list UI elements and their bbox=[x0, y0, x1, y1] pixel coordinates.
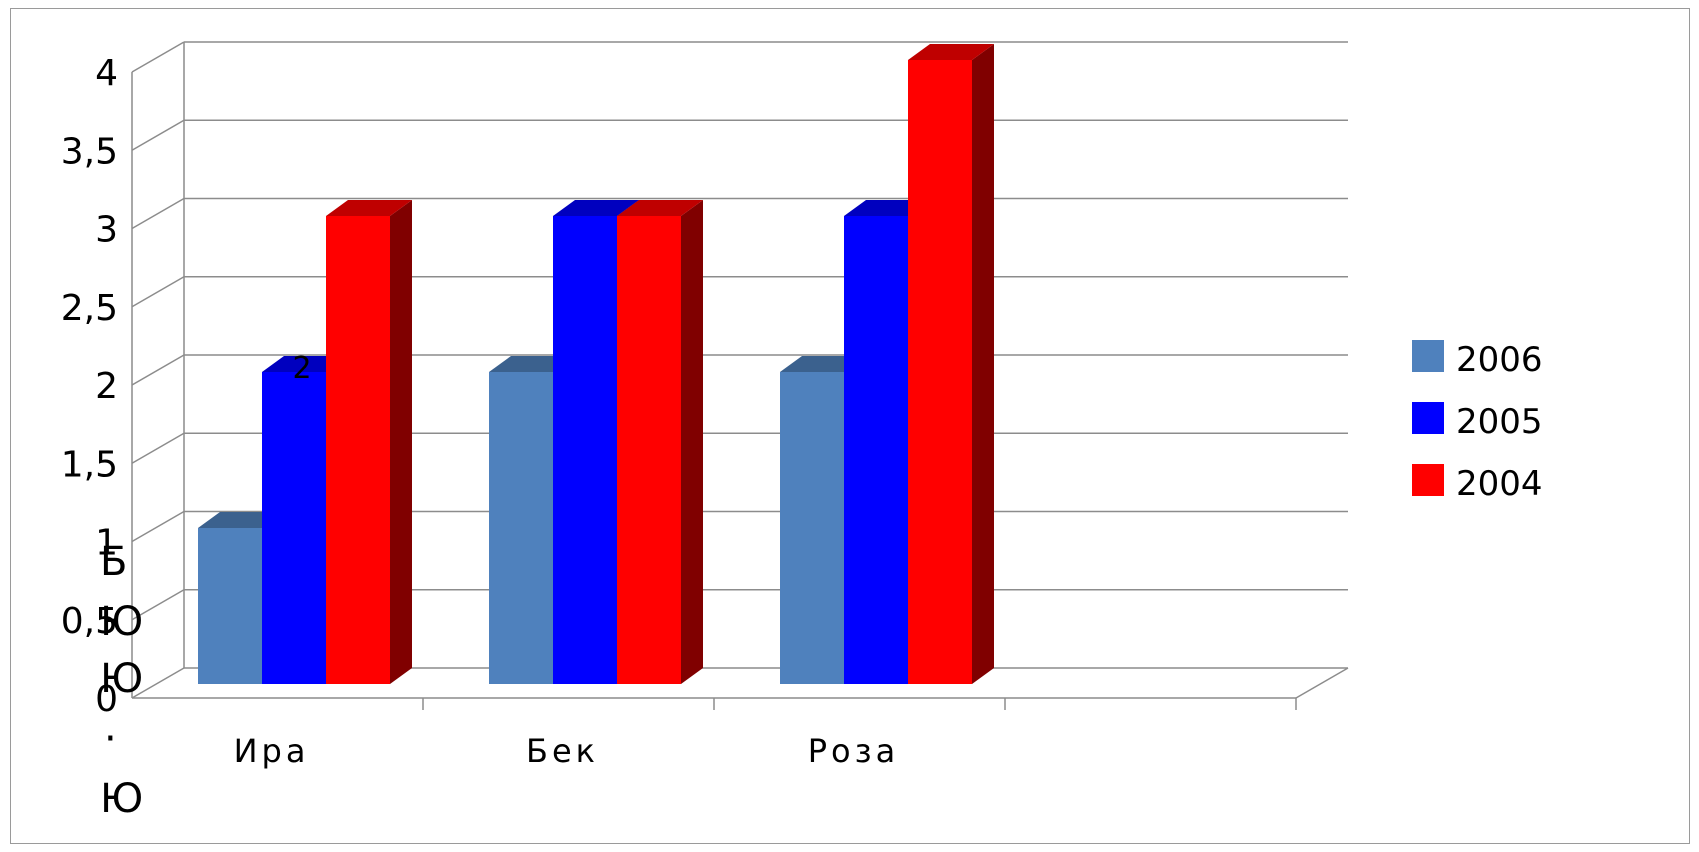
bar-2004-Бек bbox=[617, 200, 703, 684]
gridline-side bbox=[131, 197, 185, 230]
bar-2004-Ира bbox=[326, 200, 412, 684]
gridline-side bbox=[131, 354, 185, 386]
legend-label: 2004 bbox=[1456, 464, 1543, 504]
y-tick-label: 3,5 bbox=[61, 131, 118, 172]
axes bbox=[131, 42, 1349, 710]
bar-front bbox=[489, 372, 553, 684]
legend-swatch bbox=[1412, 402, 1444, 434]
x-tick-label: Ира bbox=[234, 732, 310, 770]
bars bbox=[198, 44, 994, 684]
overlay-text: Ю bbox=[100, 776, 143, 822]
bar-front bbox=[617, 216, 681, 684]
data-label: 2 bbox=[292, 351, 311, 386]
x-tick-label: Роза bbox=[808, 732, 900, 770]
gridline-side bbox=[131, 589, 185, 621]
y-tick-label: 0,5 bbox=[61, 601, 118, 642]
x-tick-label: Бек bbox=[526, 732, 599, 770]
bar-2004-Роза bbox=[908, 44, 994, 684]
legend-swatch bbox=[1412, 340, 1444, 372]
bar-front bbox=[908, 60, 972, 684]
gridline-side bbox=[131, 667, 185, 699]
y-tick-label: 1,5 bbox=[61, 444, 118, 485]
overlay-text: Ю bbox=[100, 656, 143, 702]
overlay-text: · bbox=[104, 716, 117, 762]
y-tick-label: 1 bbox=[95, 523, 118, 564]
gridline-side bbox=[131, 276, 185, 308]
y-tick-label: 0 bbox=[95, 679, 118, 720]
overlay-text: Ю bbox=[100, 599, 143, 645]
bar-top bbox=[908, 44, 994, 60]
bar-front bbox=[262, 372, 326, 684]
bar-top bbox=[617, 200, 703, 216]
bar-side bbox=[390, 200, 412, 684]
gridline-side bbox=[131, 119, 185, 151]
floor-edge bbox=[1295, 667, 1349, 699]
legend: 2006 2005 2004 bbox=[1412, 340, 1543, 504]
bar-top bbox=[553, 200, 639, 216]
overlay-text: Б bbox=[100, 539, 127, 585]
bar-side bbox=[972, 44, 994, 684]
legend-swatch bbox=[1412, 464, 1444, 496]
y-tick-label: 3 bbox=[95, 210, 118, 251]
legend-label: 2006 bbox=[1456, 340, 1543, 380]
bar-front bbox=[780, 372, 844, 684]
bar-front bbox=[198, 528, 262, 684]
bar-front bbox=[553, 216, 617, 684]
bar-front bbox=[326, 216, 390, 684]
y-tick-label: 4 bbox=[95, 53, 118, 94]
legend-label: 2005 bbox=[1456, 402, 1543, 442]
gridline-side bbox=[131, 432, 185, 464]
y-tick-label: 2,5 bbox=[61, 288, 118, 329]
bar-side bbox=[681, 200, 703, 684]
gridline-side bbox=[131, 41, 185, 73]
gridline-side bbox=[131, 510, 185, 543]
bar-front bbox=[844, 216, 908, 684]
bar-top bbox=[326, 200, 412, 216]
y-tick-label: 2 bbox=[95, 366, 118, 407]
